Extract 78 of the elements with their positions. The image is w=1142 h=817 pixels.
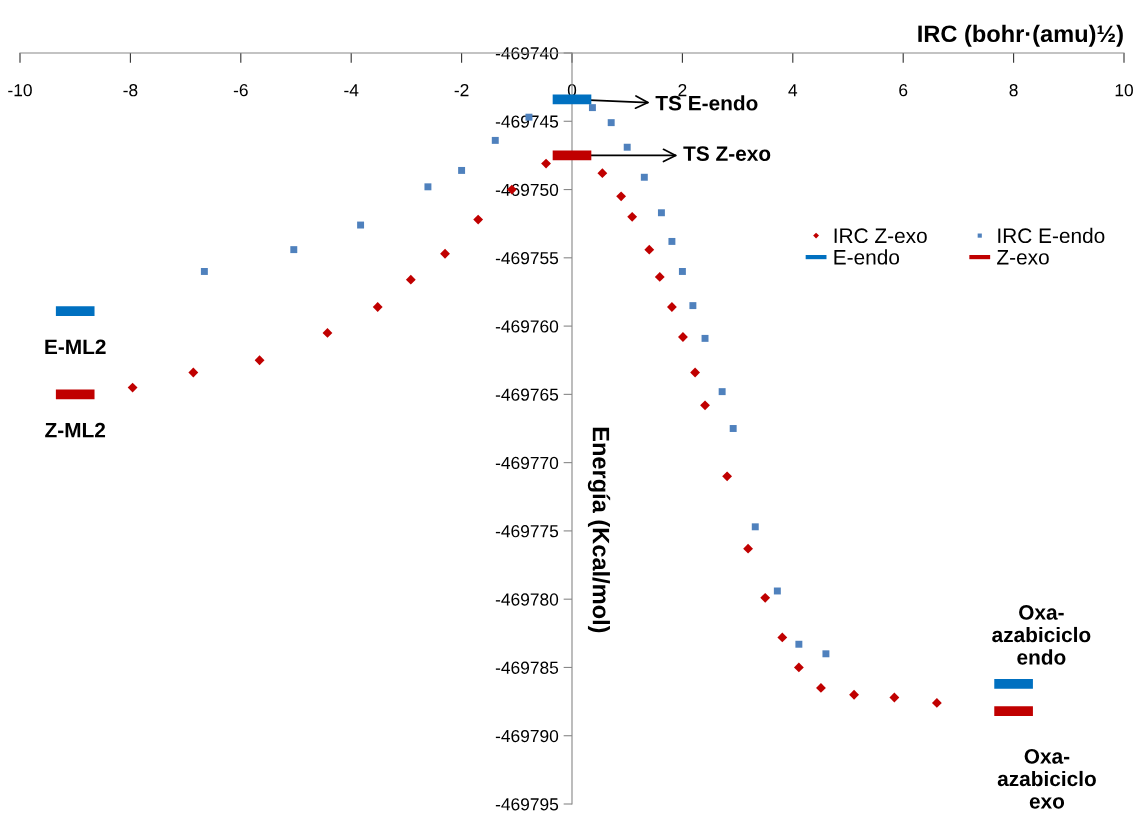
- y-tick-label: -469765: [495, 388, 559, 401]
- legend-label: IRC E-endo: [998, 227, 1105, 244]
- y-tick-label: -469780: [495, 593, 559, 606]
- point: [623, 143, 631, 151]
- y-axis-title: Energía (Kcal/mol): [587, 427, 611, 633]
- point: [743, 543, 753, 554]
- point: [640, 173, 648, 181]
- x-tick-label: -6: [233, 84, 248, 97]
- point: [458, 166, 466, 174]
- point: [127, 382, 138, 393]
- x-axis-title: IRC (bohr·(amu)½): [918, 24, 1123, 47]
- point: [795, 640, 803, 648]
- point: [689, 302, 697, 310]
- point: [701, 334, 709, 342]
- x-tick-label: 6: [899, 84, 908, 97]
- point: [491, 136, 499, 144]
- point: [751, 523, 759, 531]
- annotation: TS Z-exo: [683, 146, 771, 161]
- point: [849, 689, 859, 700]
- y-tick-label: -469760: [495, 320, 559, 333]
- annotation: Z-ML2: [45, 422, 106, 438]
- point: [473, 214, 484, 225]
- point: [700, 400, 710, 411]
- y-tick-label: -469745: [495, 115, 559, 128]
- point: [816, 683, 826, 693]
- point: [405, 274, 416, 285]
- x-tick-label: -8: [123, 84, 138, 97]
- y-tick-label: -469740: [495, 47, 559, 60]
- point: [729, 425, 737, 432]
- point: [654, 272, 665, 282]
- point: [254, 355, 265, 366]
- x-tick-label: -2: [454, 84, 469, 97]
- point: [657, 209, 665, 217]
- point: [372, 302, 383, 312]
- point: [607, 119, 615, 127]
- legend-label: E-endo: [834, 249, 900, 265]
- y-tick-label: -469755: [495, 251, 559, 265]
- point: [644, 244, 655, 255]
- y-tick-label: -469795: [495, 798, 559, 811]
- x-tick-label: 2: [678, 84, 687, 97]
- y-tick-label: -469790: [495, 729, 559, 743]
- point: [777, 632, 788, 643]
- point: [822, 650, 830, 658]
- x-tick-label: 10: [1115, 84, 1133, 97]
- point: [541, 158, 551, 169]
- annotation: Oxa- azabiciclo exo: [997, 748, 1096, 809]
- point: [440, 248, 450, 259]
- point: [188, 367, 199, 378]
- x-tick-label: 4: [788, 84, 798, 97]
- point: [718, 388, 726, 396]
- point: [668, 237, 676, 245]
- point: [931, 698, 942, 708]
- point: [322, 328, 333, 338]
- annotation: Oxa- azabiciclo endo: [992, 605, 1091, 665]
- point: [667, 302, 677, 312]
- x-tick-label: -4: [344, 84, 359, 97]
- y-tick-label: -469775: [495, 525, 559, 538]
- point: [357, 221, 365, 229]
- point: [690, 367, 701, 378]
- y-tick-label: -469785: [495, 661, 559, 674]
- point: [793, 662, 804, 673]
- point: [290, 246, 298, 254]
- point: [722, 471, 733, 482]
- point: [616, 191, 627, 202]
- point: [760, 592, 771, 603]
- annotation: E-ML2: [45, 339, 106, 354]
- point: [200, 268, 208, 275]
- point: [627, 211, 638, 222]
- point: [424, 183, 432, 191]
- point: [597, 168, 608, 179]
- x-tick-label: 8: [1009, 84, 1018, 97]
- point: [588, 104, 596, 112]
- y-tick-label: -469770: [495, 456, 559, 470]
- point: [678, 268, 686, 275]
- legend-label: Z-exo: [997, 250, 1049, 265]
- point: [889, 692, 900, 703]
- x-tick-label: -10: [8, 84, 32, 97]
- legend-label: IRC Z-exo: [834, 228, 927, 244]
